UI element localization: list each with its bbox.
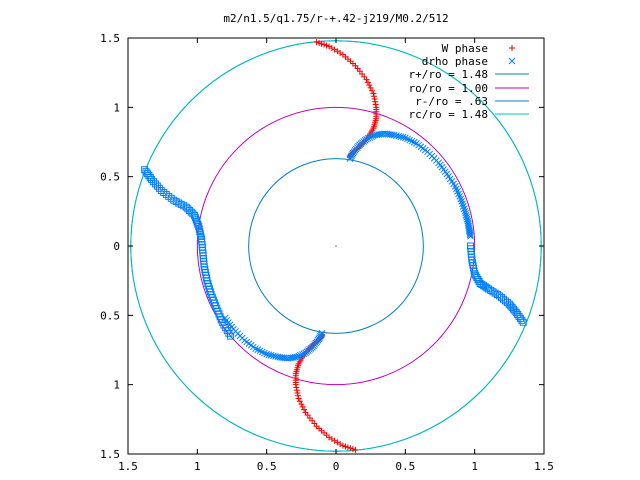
legend: W phase drho phase r+/ro = 1.48 ro/ro = … [409,42,529,121]
data-point [151,180,159,188]
data-point [191,214,199,222]
data-point [195,225,203,233]
x-tick-label: 0.5 [395,460,415,473]
data-point [368,133,375,141]
data-point [302,409,309,416]
data-point [296,398,303,405]
data-point [301,406,308,413]
y-tick-label: 1.5 [100,32,120,45]
data-point [294,389,301,396]
x-tick-label: 1.5 [534,460,554,473]
series-2 [221,130,474,362]
data-point [462,211,470,219]
y-tick-label: 1 [113,101,120,114]
legend-marker-w-phase [509,45,515,51]
data-point [153,182,161,190]
data-point [518,316,526,324]
data-point [474,276,482,284]
data-point [300,350,308,357]
legend-label-r-o: ro/ro = 1.00 [409,82,488,95]
data-point [192,216,200,224]
data-point [462,209,469,217]
data-point [191,211,199,219]
data-point [364,79,371,86]
data-point [299,403,306,410]
data-point [196,230,204,238]
x-tick-label: 1 [471,460,478,473]
data-point [148,175,156,183]
data-point [372,101,379,108]
data-point [461,207,469,215]
legend-label-w-phase: W phase [442,42,488,55]
data-point [371,96,378,103]
data-point [519,318,527,326]
data-point [463,213,470,221]
y-tick-label: 0.5 [100,309,120,322]
data-series [141,39,527,453]
data-point [293,384,300,391]
x-tick-label: 0.5 [257,460,277,473]
axis-ticks: 1.5 1 0.5 0 0.5 1 1.51.510.500.511.5 [100,32,554,473]
data-point [372,98,379,105]
chart-title: m2/n1.5/q1.75/r-+.42-j219/M0.2/512 [223,12,448,25]
x-tick-label: 1 [194,460,201,473]
data-point [227,332,235,340]
data-point [363,76,370,83]
data-point [157,187,165,195]
data-point [197,233,205,241]
data-point [193,218,201,226]
y-tick-label: 0.5 [100,171,120,184]
data-point [293,387,300,394]
data-point [195,223,203,231]
data-point [155,184,163,192]
data-point [363,135,370,143]
data-point [295,392,302,399]
data-point [295,352,303,360]
reference-circle-2 [196,106,476,386]
data-point [194,220,202,228]
origin-dot [335,245,337,247]
data-point [370,90,377,97]
x-tick-label: 1.5 [118,460,138,473]
y-tick-label: 1.5 [100,448,120,461]
data-point [366,134,374,141]
legend-label-r-c: rc/ro = 1.48 [409,108,488,121]
x-tick-label: 0 [333,460,340,473]
data-point [298,351,306,358]
y-tick-label: 1 [113,379,120,392]
data-point [369,87,376,94]
data-point [366,82,373,89]
legend-label-r-minus: r-/ro = .63 [415,95,488,108]
data-point [297,351,304,359]
data-point [466,231,474,239]
data-point [295,395,302,402]
legend-marker-drho-phase [508,57,516,65]
data-point [302,349,309,357]
data-point [298,401,305,408]
data-point [165,192,173,200]
legend-label-drho-phase: drho phase [422,55,488,68]
data-point [467,232,474,240]
data-point [150,178,158,186]
data-point [369,132,377,140]
data-point [370,93,377,100]
data-point [364,135,372,142]
legend-label-r-plus: r+/ro = 1.48 [409,68,488,81]
data-point [399,133,407,141]
reference-circle-3 [248,158,424,334]
data-point [196,228,204,236]
y-tick-label: 0 [113,240,120,253]
data-point [162,190,170,198]
series-3 [141,166,527,340]
data-point [483,284,491,292]
data-point [367,84,374,91]
data-point [265,351,273,359]
data-point [160,188,168,196]
